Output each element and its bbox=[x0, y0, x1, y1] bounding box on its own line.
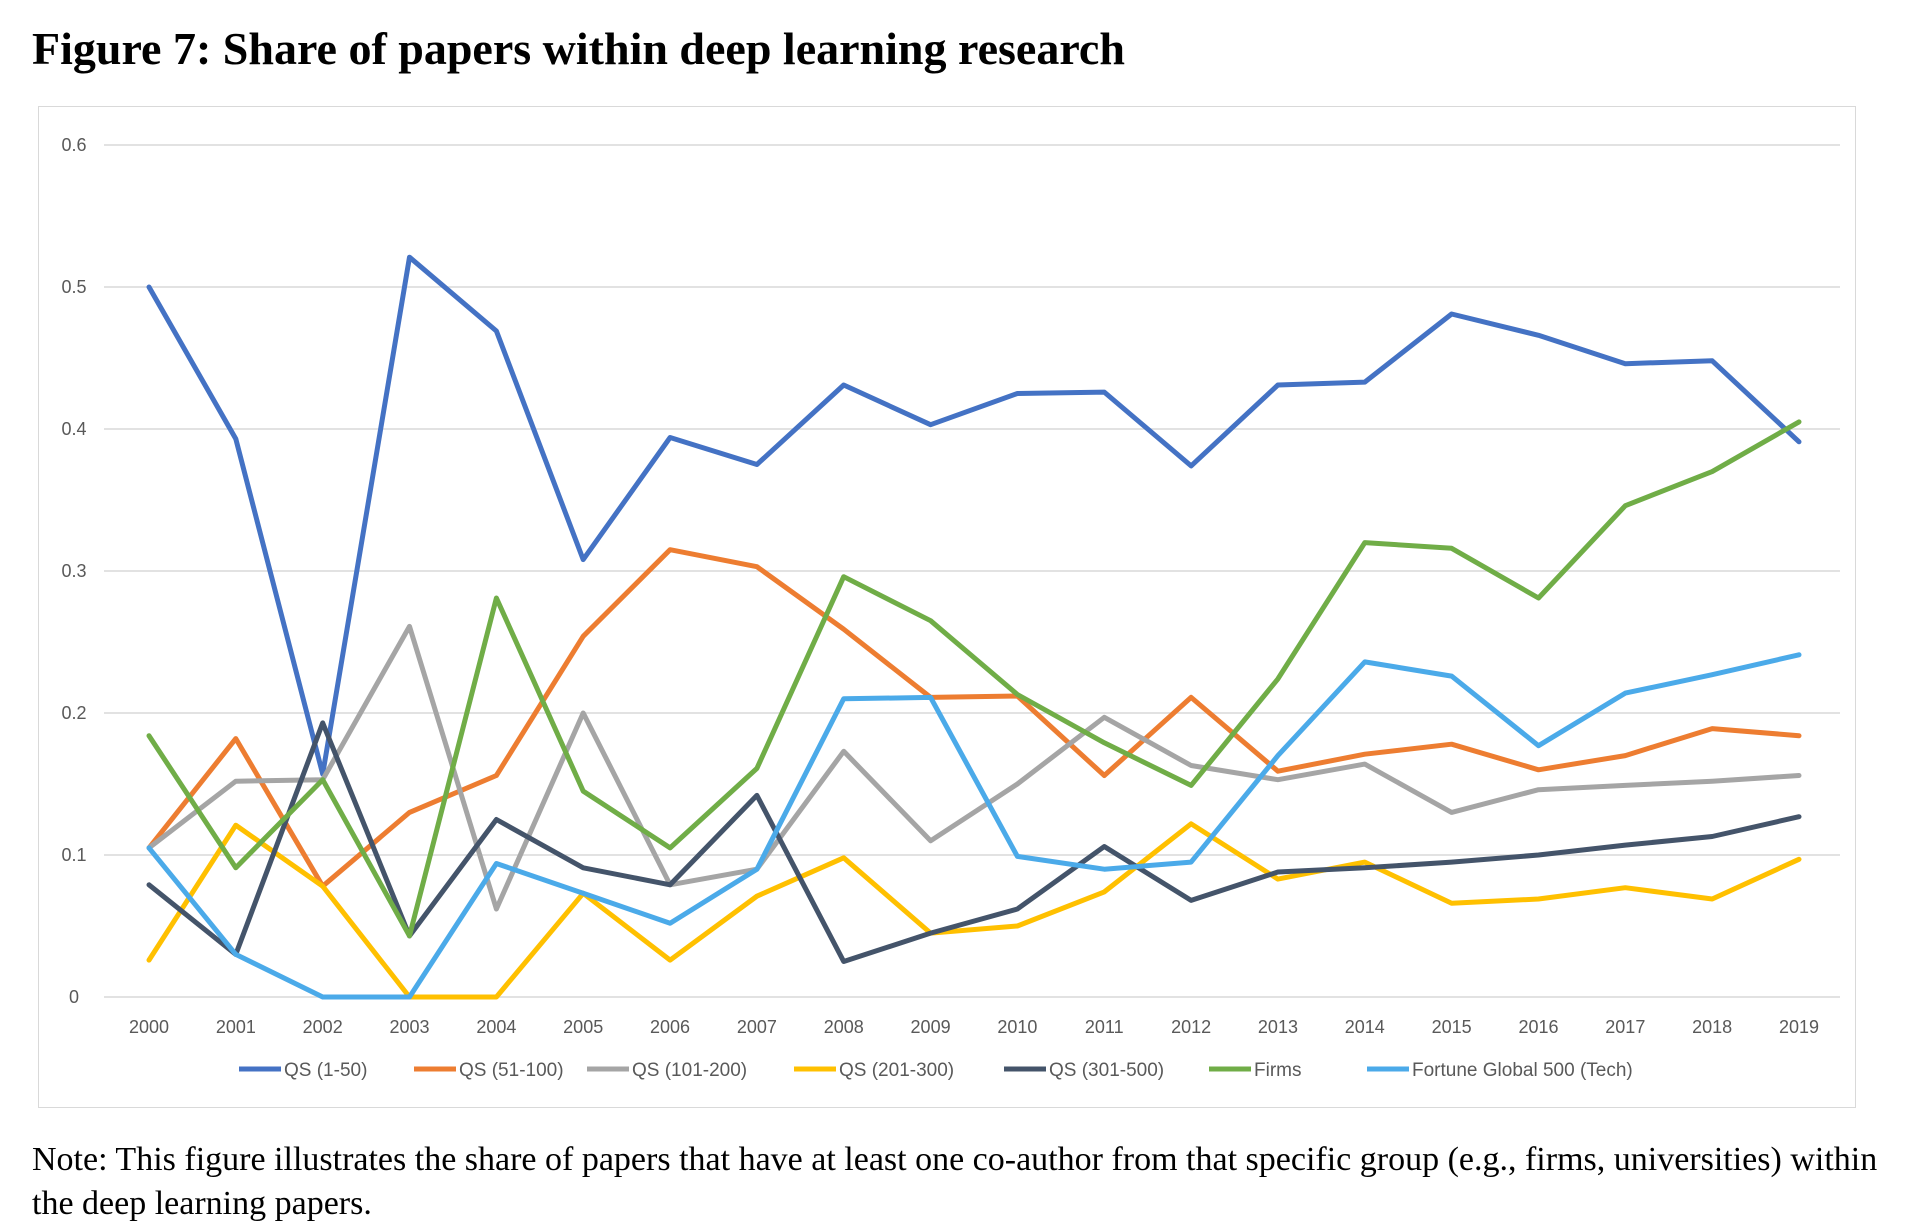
y-tick-label: 0.6 bbox=[61, 135, 86, 155]
series-line-qs-101-200 bbox=[146, 623, 1802, 912]
y-tick-label: 0 bbox=[69, 987, 79, 1007]
legend-item: QS (101-200) bbox=[587, 1060, 747, 1081]
series-lines bbox=[146, 254, 1802, 1000]
x-tick-label: 2008 bbox=[824, 1017, 864, 1037]
figure-note: Note: This figure illustrates the share … bbox=[32, 1141, 1878, 1222]
x-tick-label: 2018 bbox=[1692, 1017, 1732, 1037]
line-chart: 0 0.1 0.2 0.3 0.4 0.5 0.6 2000 2001 2002 2003 2004… bbox=[61, 135, 1840, 1081]
x-tick-label: 2016 bbox=[1518, 1017, 1558, 1037]
legend-label: QS (51-100) bbox=[459, 1060, 564, 1081]
x-tick-label: 2007 bbox=[737, 1017, 777, 1037]
legend-item: QS (1-50) bbox=[239, 1060, 367, 1081]
y-tick-label: 0.4 bbox=[61, 419, 86, 439]
series-line-qs-51-100 bbox=[146, 547, 1802, 889]
legend-item: Firms bbox=[1209, 1060, 1301, 1081]
x-axis-ticks: 2000 2001 2002 2003 2004 2005 2006 2007 2008 2009… bbox=[129, 1017, 1819, 1037]
chart-frame: 0 0.1 0.2 0.3 0.4 0.5 0.6 2000 2001 2002 2003 2004… bbox=[38, 106, 1856, 1108]
x-tick-label: 2010 bbox=[997, 1017, 1037, 1037]
x-tick-label: 2015 bbox=[1432, 1017, 1472, 1037]
x-tick-label: 2001 bbox=[216, 1017, 256, 1037]
legend-item: QS (51-100) bbox=[414, 1060, 564, 1081]
x-tick-label: 2014 bbox=[1345, 1017, 1385, 1037]
legend-label: QS (1-50) bbox=[284, 1060, 367, 1081]
legend: QS (1-50) QS (51-100) QS (101-200) QS (201-… bbox=[239, 1060, 1633, 1081]
x-tick-label: 2003 bbox=[390, 1017, 430, 1037]
legend-label: Fortune Global 500 (Tech) bbox=[1412, 1060, 1633, 1081]
y-tick-label: 0.5 bbox=[61, 277, 86, 297]
legend-item: QS (301-500) bbox=[1004, 1060, 1164, 1081]
series-line-qs-201-300 bbox=[146, 821, 1802, 1000]
legend-label: QS (101-200) bbox=[632, 1060, 747, 1081]
series-line-fortune-global-500-tech bbox=[146, 652, 1802, 1000]
x-tick-label: 2012 bbox=[1171, 1017, 1211, 1037]
x-tick-label: 2002 bbox=[303, 1017, 343, 1037]
y-tick-label: 0.2 bbox=[61, 703, 86, 723]
legend-label: Firms bbox=[1254, 1060, 1301, 1081]
y-tick-label: 0.1 bbox=[61, 845, 86, 865]
x-tick-label: 2009 bbox=[911, 1017, 951, 1037]
figure-title: Figure 7: Share of papers within deep le… bbox=[32, 23, 1125, 74]
x-tick-label: 2004 bbox=[476, 1017, 516, 1037]
x-tick-label: 2000 bbox=[129, 1017, 169, 1037]
y-axis-ticks: 0 0.1 0.2 0.3 0.4 0.5 0.6 bbox=[61, 135, 86, 1007]
series-line-qs-301-500 bbox=[146, 720, 1802, 964]
series-line-qs-1-50 bbox=[146, 254, 1802, 777]
legend-item: Fortune Global 500 (Tech) bbox=[1367, 1060, 1633, 1081]
y-tick-label: 0.3 bbox=[61, 561, 86, 581]
legend-item: QS (201-300) bbox=[794, 1060, 954, 1081]
gridlines bbox=[104, 144, 1840, 998]
x-tick-label: 2006 bbox=[650, 1017, 690, 1037]
legend-label: QS (301-500) bbox=[1049, 1060, 1164, 1081]
series-line-firms bbox=[146, 419, 1802, 939]
legend-label: QS (201-300) bbox=[839, 1060, 954, 1081]
x-tick-label: 2017 bbox=[1605, 1017, 1645, 1037]
x-tick-label: 2011 bbox=[1085, 1017, 1124, 1037]
x-tick-label: 2013 bbox=[1258, 1017, 1298, 1037]
x-tick-label: 2019 bbox=[1779, 1017, 1819, 1037]
x-tick-label: 2005 bbox=[563, 1017, 603, 1037]
